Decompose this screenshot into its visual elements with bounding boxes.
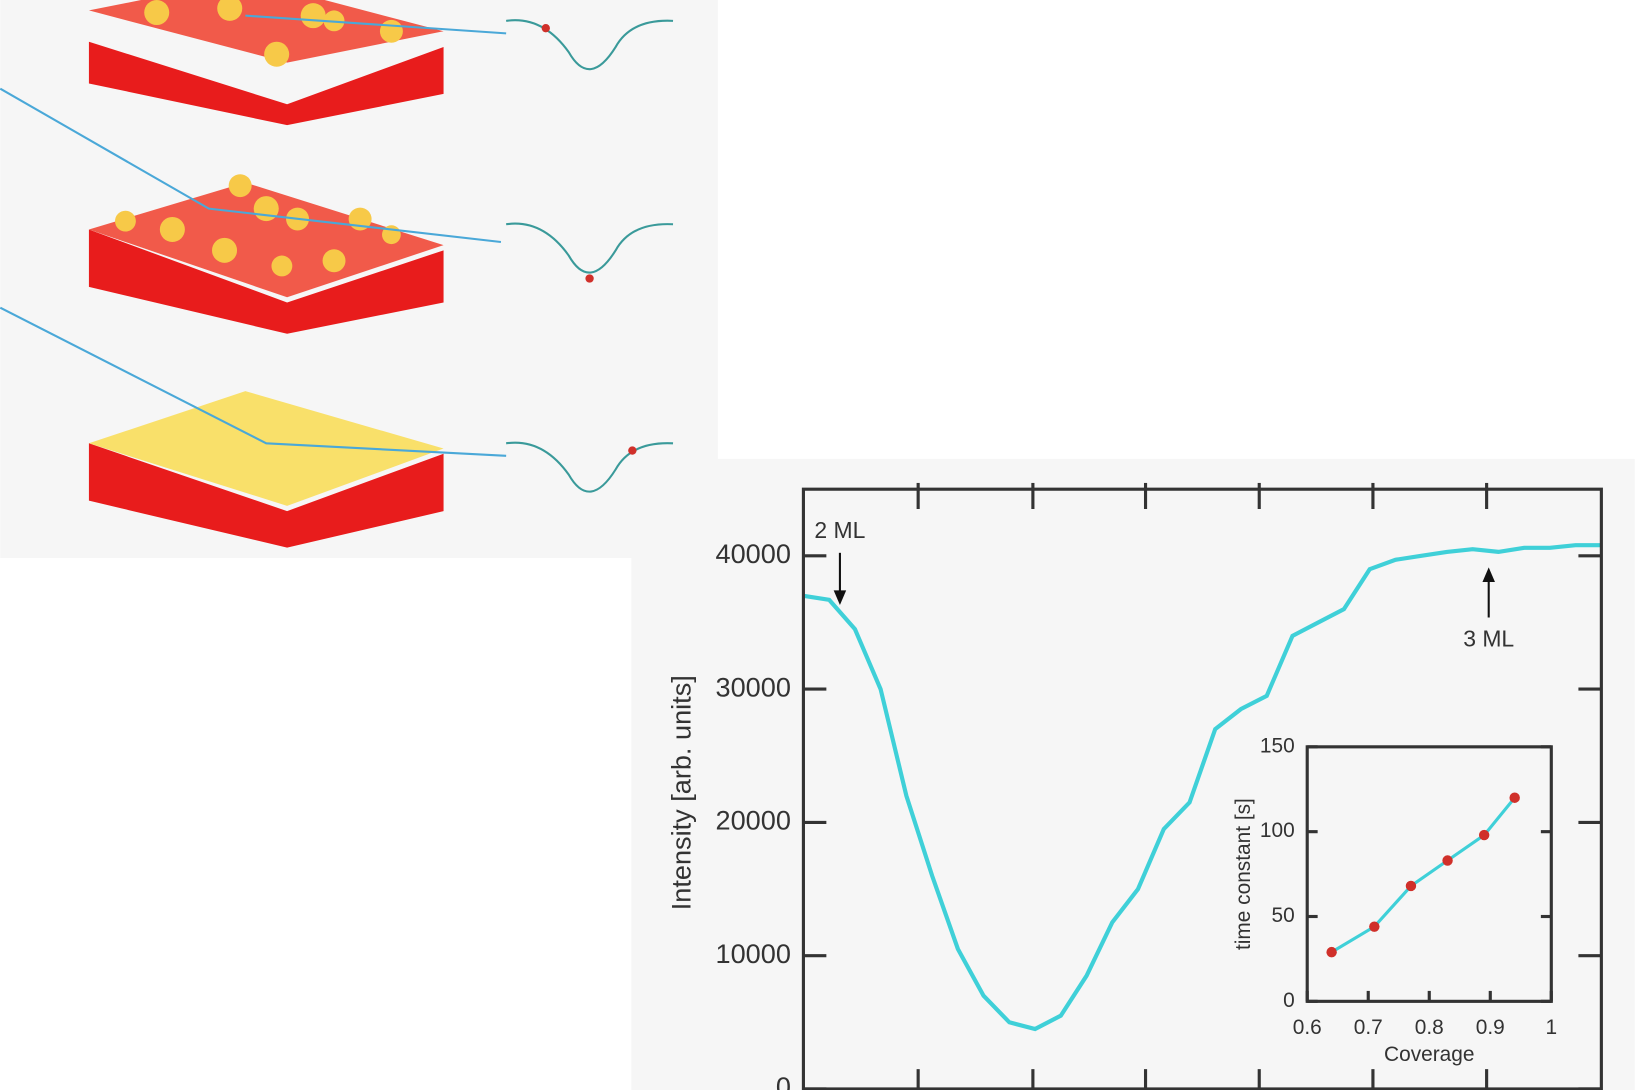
x-tick-label: 1 — [1545, 1016, 1557, 1039]
y-tick-label: 50 — [1271, 904, 1294, 927]
x-tick-label: 0.9 — [1476, 1016, 1505, 1039]
y-axis-label: time constant [s] — [1232, 798, 1255, 950]
schematic — [0, 0, 674, 548]
data-point — [1326, 946, 1337, 958]
y-tick-label: 0 — [1283, 989, 1295, 1012]
arrow-head — [833, 590, 847, 605]
data-point — [1369, 921, 1380, 932]
plot-frame — [801, 487, 1603, 1090]
data-point — [1509, 792, 1520, 803]
x-tick-label: 0.7 — [1354, 1016, 1383, 1039]
x-tick-label: 0.8 — [1415, 1016, 1444, 1039]
plot-frame — [1305, 745, 1553, 1003]
y-tick-label: 150 — [1260, 734, 1295, 757]
y-tick-label: 10000 — [716, 938, 791, 969]
annotation: 3 ML — [1463, 626, 1514, 652]
y-tick-label: 0 — [776, 1071, 791, 1090]
x-tick-label: 0.6 — [1293, 1016, 1322, 1039]
y-tick-label: 40000 — [716, 538, 791, 569]
inset: Coverage time constant [s] 0 50 100 150 0.6 0… — [1232, 734, 1557, 1066]
x-axis-label: Coverage — [1384, 1043, 1474, 1066]
layer-block — [88, 0, 444, 126]
data-point — [1442, 855, 1453, 866]
data-point — [1478, 829, 1490, 841]
y-tick-label: 100 — [1260, 819, 1295, 842]
y-tick-label: 20000 — [716, 805, 791, 836]
data-line — [803, 543, 1602, 1032]
data-point — [1405, 880, 1417, 892]
y-axis-label: Intensity [arb. units] — [666, 675, 697, 910]
annotation: 2 ML — [814, 517, 865, 543]
layer-block — [88, 174, 444, 334]
y-tick-label: 30000 — [716, 671, 791, 702]
frame-ticks — [916, 482, 1489, 1090]
layer-block — [88, 391, 444, 548]
data-line — [1330, 796, 1516, 954]
arrow-head — [1482, 567, 1495, 583]
